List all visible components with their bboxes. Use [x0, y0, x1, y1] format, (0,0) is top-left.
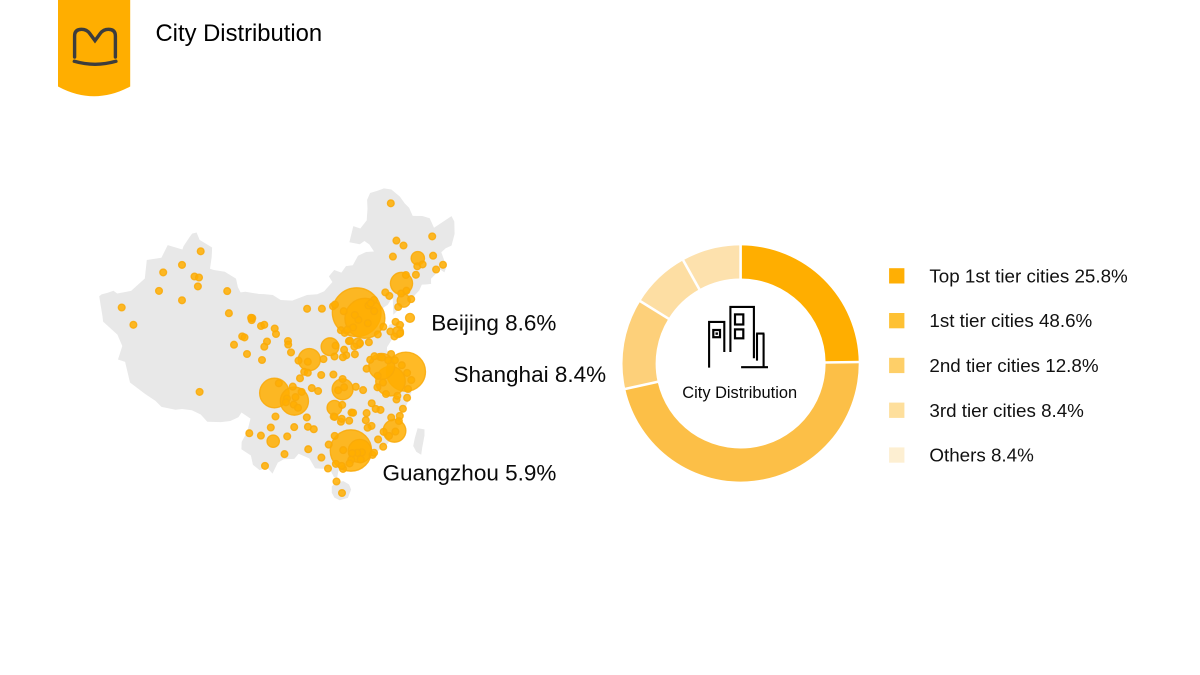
svg-text:3rd tier cities 8.4%: 3rd tier cities 8.4%	[929, 400, 1084, 421]
svg-text:1st tier cities 48.6%: 1st tier cities 48.6%	[929, 310, 1092, 331]
svg-text:2nd tier cities 12.8%: 2nd tier cities 12.8%	[929, 355, 1098, 376]
svg-text:Beijing 8.6%: Beijing 8.6%	[431, 310, 556, 335]
svg-text:Others 8.4%: Others 8.4%	[929, 445, 1034, 466]
svg-text:Top 1st tier cities 25.8%: Top 1st tier cities 25.8%	[929, 265, 1128, 286]
svg-text:City Distribution: City Distribution	[156, 20, 323, 47]
svg-text:City Distribution: City Distribution	[682, 384, 797, 402]
svg-text:Guangzhou 5.9%: Guangzhou 5.9%	[383, 460, 557, 485]
svg-text:Shanghai 8.4%: Shanghai 8.4%	[454, 362, 607, 387]
